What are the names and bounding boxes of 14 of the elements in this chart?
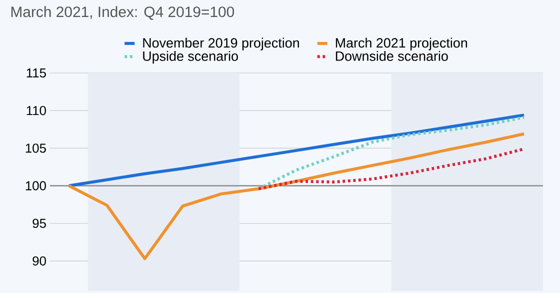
legend-label: March 2021 projection bbox=[336, 38, 468, 50]
line-series bbox=[67, 114, 526, 188]
y-tick-label: 110 bbox=[26, 106, 46, 116]
chart-title: March 2021, Index: Q4 2019=100 bbox=[11, 6, 234, 20]
legend-label: November 2019 projection bbox=[143, 38, 299, 50]
y-tick-label: 105 bbox=[26, 144, 46, 153]
y-tick-label: 90 bbox=[32, 256, 46, 266]
legend-label: Downside scenario bbox=[336, 51, 448, 61]
y-tick-label: 100 bbox=[26, 181, 46, 190]
legend-label: Upside scenario bbox=[143, 51, 238, 64]
y-tick-label: 115 bbox=[26, 68, 46, 78]
line-series bbox=[67, 132, 526, 260]
y-tick-label: 95 bbox=[32, 218, 46, 228]
line-series bbox=[257, 116, 526, 190]
